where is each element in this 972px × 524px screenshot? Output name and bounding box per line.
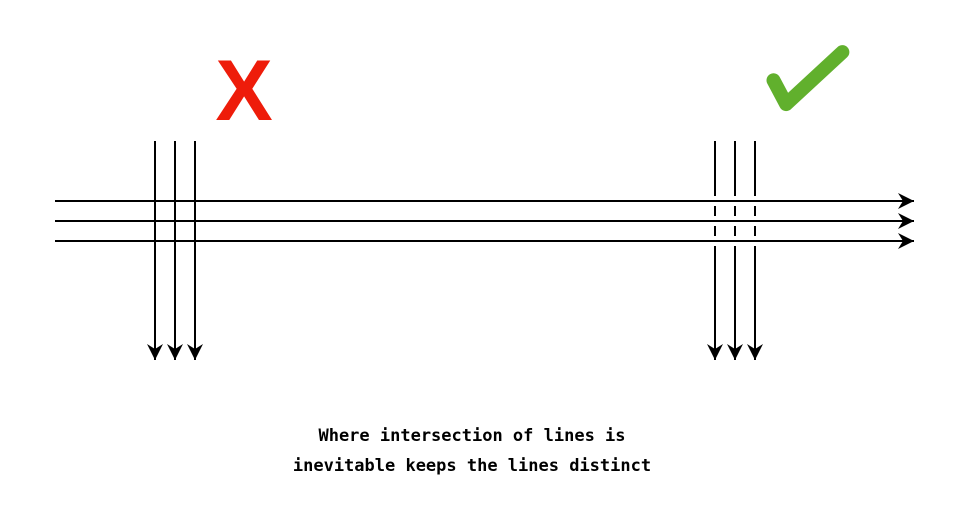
cross-mark-icon: X (215, 43, 272, 139)
horizontal-arrows (55, 193, 914, 249)
bad-example: X (147, 43, 273, 360)
caption: Where intersection of lines is inevitabl… (293, 426, 651, 476)
caption-line-2: inevitable keeps the lines distinct (293, 456, 651, 476)
caption-line-1: Where intersection of lines is (318, 426, 625, 446)
check-mark-icon (766, 45, 850, 112)
good-example (707, 45, 850, 360)
